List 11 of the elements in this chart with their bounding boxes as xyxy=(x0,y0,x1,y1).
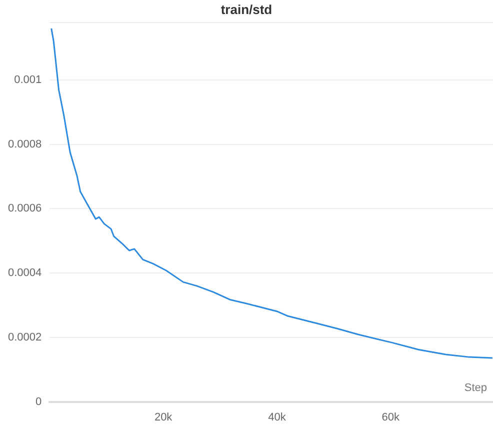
y-tick-label: 0.0006 xyxy=(8,202,42,215)
x-axis-title: Step xyxy=(464,382,487,394)
y-tick-label: 0 xyxy=(36,396,42,408)
y-tick-label: 0.0002 xyxy=(8,331,42,344)
x-tick-label: 40k xyxy=(268,411,286,424)
y-tick-label: 0.001 xyxy=(14,74,42,86)
x-tick-label: 20k xyxy=(154,411,173,424)
y-tick-label: 0.0008 xyxy=(8,138,42,150)
chart-title: train/std xyxy=(220,2,274,17)
x-tick-label: 60k xyxy=(382,411,400,424)
y-tick-label: 0.0004 xyxy=(8,267,42,280)
